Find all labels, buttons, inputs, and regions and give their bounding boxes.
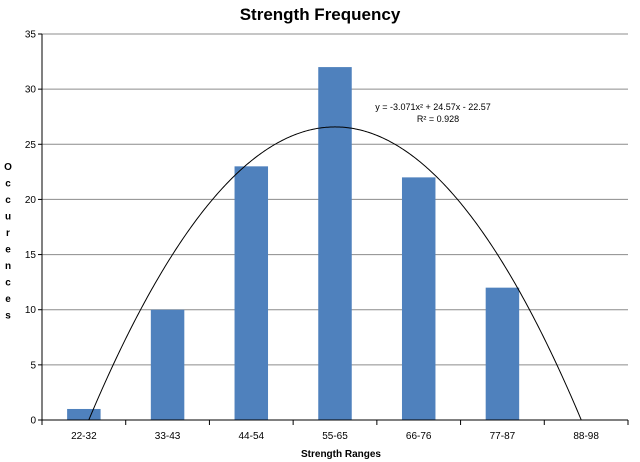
y-axis-title-letter: r [6, 228, 10, 239]
trendline-equation: y = -3.071x² + 24.57x - 22.57 [375, 102, 491, 112]
y-tick-label: 25 [25, 140, 37, 151]
y-axis-title-letter: O [4, 162, 12, 173]
y-axis-title-letter: n [5, 261, 11, 272]
bar [318, 67, 352, 420]
y-axis-title-letter: c [5, 278, 11, 289]
bar [234, 166, 269, 420]
y-tick-label: 5 [30, 360, 36, 371]
x-tick-labels: 22-32 33-43 44-54 55-65 66-76 77-87 88-98 [71, 431, 599, 442]
y-tick-label: 15 [25, 250, 37, 261]
x-tick-label: 22-32 [71, 431, 97, 442]
axes [38, 33, 629, 425]
y-tick-label: 35 [25, 30, 37, 41]
y-axis-title-letter: s [5, 311, 11, 322]
chart-title: Strength Frequency [240, 5, 401, 24]
trendline [88, 126, 582, 420]
x-tick-label: 66-76 [406, 431, 432, 442]
y-axis-title-letter: c [5, 195, 11, 206]
x-tick-label: 44-54 [238, 431, 264, 442]
y-tick-labels: 0 5 10 15 20 25 30 35 [25, 30, 37, 427]
x-axis-title: Strength Ranges [301, 449, 381, 460]
y-axis-title-letter: u [5, 212, 11, 223]
y-tick-label: 10 [25, 305, 37, 316]
bar [150, 309, 185, 420]
bar [67, 408, 101, 420]
y-tick-label: 20 [25, 195, 37, 206]
trendline-r-squared: R² = 0.928 [417, 114, 459, 124]
y-axis-title-letter: e [5, 294, 11, 305]
x-tick-label: 33-43 [155, 431, 181, 442]
x-tick-label: 55-65 [322, 431, 348, 442]
y-tick-label: 30 [25, 85, 37, 96]
bar [401, 177, 436, 420]
bar [485, 287, 520, 420]
y-axis-title-letter: e [5, 245, 11, 256]
bars [67, 67, 520, 420]
x-tick-label: 88-98 [573, 431, 599, 442]
x-tick-label: 77-87 [490, 431, 516, 442]
y-axis-title-letter: c [5, 179, 11, 190]
y-tick-label: 0 [30, 416, 36, 427]
